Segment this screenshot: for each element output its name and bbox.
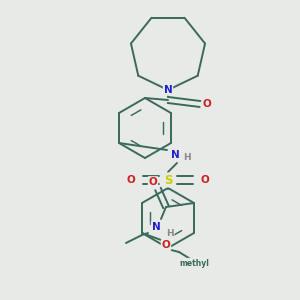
Text: O: O xyxy=(127,175,135,185)
Text: H: H xyxy=(183,154,191,163)
Text: S: S xyxy=(164,173,172,187)
Text: methyl: methyl xyxy=(179,259,209,268)
Text: H: H xyxy=(166,229,174,238)
Text: O: O xyxy=(201,175,209,185)
Text: N: N xyxy=(164,85,172,95)
Text: N: N xyxy=(171,150,179,160)
Text: N: N xyxy=(152,222,160,232)
Text: O: O xyxy=(148,177,158,187)
Text: O: O xyxy=(162,240,170,250)
Text: O: O xyxy=(202,99,211,109)
